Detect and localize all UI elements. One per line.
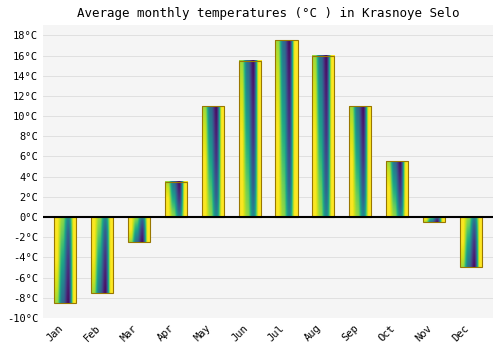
Bar (460, 217, 482, 267)
Bar (54, 217, 76, 303)
Bar (128, 217, 150, 242)
Bar (276, 40, 297, 217)
Bar (202, 106, 224, 217)
Bar (276, 40, 297, 217)
Bar (312, 56, 334, 217)
Bar (91, 217, 113, 293)
Bar (54, 217, 76, 303)
Bar (91, 217, 113, 293)
Bar (202, 106, 224, 217)
Title: Average monthly temperatures (°C ) in Krasnoye Selo: Average monthly temperatures (°C ) in Kr… (77, 7, 460, 20)
Bar (386, 161, 408, 217)
Bar (128, 217, 150, 242)
Bar (238, 61, 260, 217)
Bar (349, 106, 372, 217)
Bar (238, 61, 260, 217)
Bar (349, 106, 372, 217)
Bar (423, 217, 445, 222)
Bar (386, 161, 408, 217)
Bar (460, 217, 482, 267)
Bar (312, 56, 334, 217)
Bar (423, 217, 445, 222)
Bar (165, 182, 187, 217)
Bar (165, 182, 187, 217)
